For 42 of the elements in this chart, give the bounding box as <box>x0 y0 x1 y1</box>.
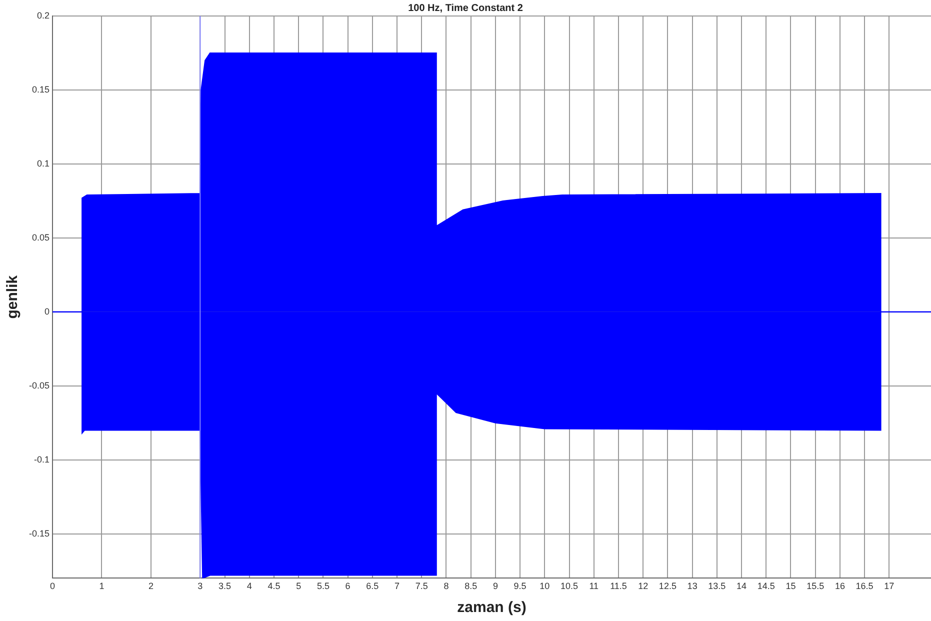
x-tick-label: 11 <box>589 581 599 592</box>
x-tick-label: 12 <box>638 581 648 592</box>
x-tick-label: 11.5 <box>610 581 627 592</box>
x-tick-label: 10 <box>540 581 550 592</box>
x-tick-label: 8.5 <box>464 581 478 592</box>
x-tick-label: 6.5 <box>366 581 379 592</box>
x-tick-label: 3.5 <box>218 581 232 592</box>
x-tick-label: 13 <box>687 581 698 592</box>
x-tick-label: 17 <box>884 581 894 592</box>
x-tick-label: 1 <box>99 581 104 592</box>
x-tick-label: 9.5 <box>514 581 526 592</box>
y-tick-label: -0.1 <box>34 454 50 464</box>
x-tick-label: 16.5 <box>856 581 874 592</box>
y-axis-title: genlik <box>4 274 22 319</box>
x-axis-title: zaman (s) <box>457 599 526 616</box>
x-tick-label: 13.5 <box>708 581 726 592</box>
x-tick-label: 3 <box>198 581 203 592</box>
x-tick-label: 7.5 <box>415 581 428 592</box>
y-tick-label: 0 <box>44 306 50 316</box>
y-tick-label: 0.2 <box>37 10 50 20</box>
x-tick-label: 2 <box>148 581 154 592</box>
x-tick-label: 5 <box>296 581 302 592</box>
x-tick-label: 4 <box>246 581 252 592</box>
x-tick-label: 9 <box>492 581 498 592</box>
y-tick-label: -0.05 <box>29 380 50 390</box>
y-tick-label: -0.15 <box>29 528 50 538</box>
x-tick-label: 10.5 <box>560 581 578 592</box>
x-tick-label: 15 <box>786 581 796 592</box>
x-tick-label: 14.5 <box>757 581 775 592</box>
x-tick-label: 8 <box>444 581 449 592</box>
x-tick-label: 15.5 <box>806 581 824 592</box>
x-tick-label: 6 <box>345 581 350 592</box>
chart-title: 100 Hz, Time Constant 2 <box>408 2 524 14</box>
y-tick-label: 0.05 <box>32 232 50 242</box>
x-tick-label: 14 <box>736 581 747 592</box>
x-tick-label: 16 <box>834 581 845 592</box>
y-tick-label: 0.1 <box>37 158 50 168</box>
x-tick-label: 5.5 <box>316 581 330 592</box>
y-tick-label: 0.15 <box>32 84 50 94</box>
x-tick-label: 4.5 <box>268 581 280 592</box>
x-tick-label: 7 <box>394 581 400 592</box>
x-tick-label: 12.5 <box>658 581 676 592</box>
